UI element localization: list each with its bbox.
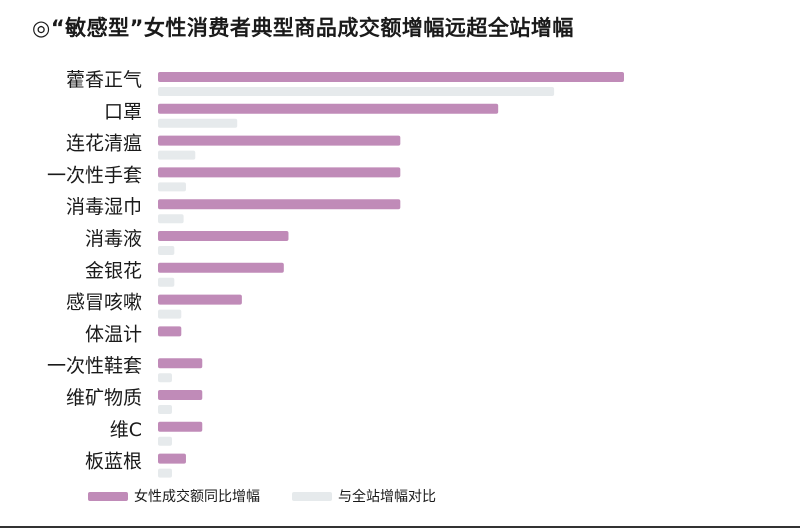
bar-female-4 — [158, 199, 401, 210]
bar-site-6 — [158, 277, 175, 287]
bar-female-5 — [158, 231, 289, 241]
bar-female-8 — [158, 326, 182, 337]
category-labels: 藿香正气口罩连花清瘟一次性手套消毒湿巾消毒液金银花感冒咳嗽体温计一次性鞋套维矿物… — [47, 69, 142, 473]
category-label-12: 板蓝根 — [85, 451, 142, 473]
bar-female-3 — [158, 167, 401, 178]
legend-label-female: 女性成交额同比增幅 — [134, 488, 260, 505]
bar-female-1 — [158, 103, 499, 114]
category-label-4: 消毒湿巾 — [66, 196, 142, 218]
legend-swatch-site — [292, 492, 332, 501]
category-label-0: 藿香正气 — [66, 69, 142, 91]
legend: 女性成交额同比增幅 与全站增幅对比 — [88, 488, 436, 505]
bar-site-7 — [158, 309, 182, 319]
category-label-1: 口罩 — [104, 101, 142, 123]
bar-female-6 — [158, 262, 284, 273]
bar-site-11 — [158, 436, 172, 446]
category-label-6: 金银花 — [85, 260, 142, 282]
chart-title: ◎“敏感型”女性消费者典型商品成交额增幅远超全站增幅 — [32, 16, 574, 40]
category-label-8: 体温计 — [85, 323, 142, 345]
bar-site-9 — [158, 373, 172, 383]
category-label-11: 维C — [110, 419, 142, 441]
bars-group — [158, 72, 624, 478]
bar-female-2 — [158, 135, 401, 146]
bar-site-2 — [158, 150, 196, 160]
bar-site-12 — [158, 468, 172, 478]
bar-site-5 — [158, 246, 175, 255]
bar-site-4 — [158, 214, 184, 224]
legend-label-site: 与全站增幅对比 — [338, 488, 436, 505]
category-label-3: 一次性手套 — [47, 164, 142, 186]
legend-swatch-female — [88, 492, 128, 501]
category-label-5: 消毒液 — [85, 228, 142, 250]
category-label-10: 维矿物质 — [66, 387, 142, 409]
bar-site-10 — [158, 405, 172, 414]
category-label-7: 感冒咳嗽 — [66, 292, 142, 314]
bar-site-1 — [158, 118, 238, 128]
category-label-9: 一次性鞋套 — [47, 355, 142, 377]
bar-female-11 — [158, 421, 203, 432]
category-label-2: 连花清瘟 — [66, 133, 142, 155]
bar-female-7 — [158, 294, 242, 305]
bar-female-10 — [158, 390, 203, 400]
bar-female-0 — [158, 72, 624, 82]
bar-female-9 — [158, 358, 203, 369]
bottom-rule — [0, 526, 800, 528]
bar-site-0 — [158, 87, 555, 96]
bar-female-12 — [158, 453, 186, 464]
bar-site-3 — [158, 182, 186, 192]
